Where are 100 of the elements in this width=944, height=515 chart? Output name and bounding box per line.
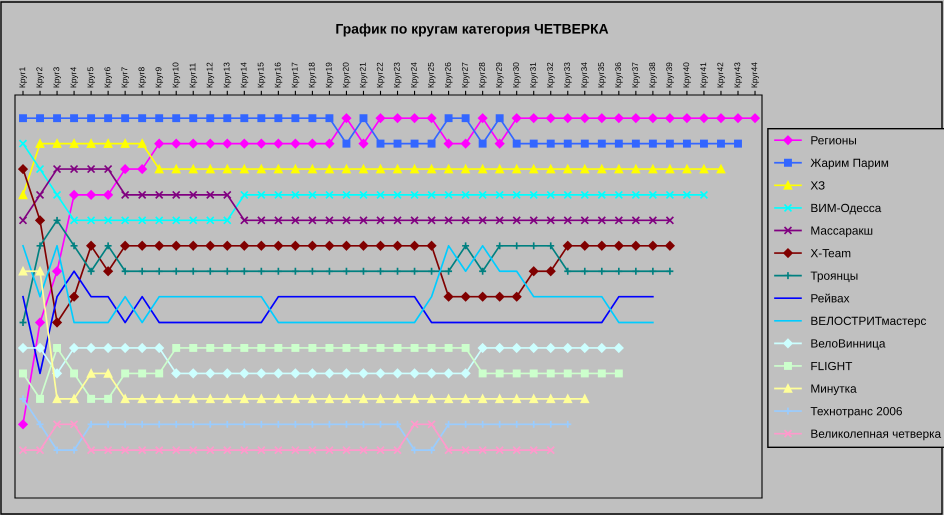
point [478, 343, 488, 353]
point [529, 164, 538, 174]
point [376, 368, 386, 378]
point [240, 368, 250, 378]
point [308, 394, 317, 404]
point [546, 190, 556, 200]
x-tick-label: Круг18 [308, 62, 316, 88]
point [461, 241, 470, 250]
point [427, 164, 436, 174]
point [206, 114, 214, 122]
point [342, 140, 350, 148]
point [69, 292, 79, 302]
legend-label: Технотранс 2006 [810, 406, 902, 418]
point [291, 114, 300, 122]
point [427, 216, 436, 225]
point [376, 216, 385, 225]
point [324, 138, 334, 148]
point [52, 368, 62, 378]
point [222, 446, 232, 454]
point [563, 164, 572, 174]
point [104, 446, 112, 454]
point [342, 368, 352, 378]
point [546, 140, 555, 148]
point [478, 266, 487, 276]
point [206, 241, 216, 251]
point [291, 216, 300, 225]
legend-label: Жарим Парим [810, 158, 888, 170]
point [496, 114, 504, 122]
point [682, 164, 692, 174]
point [256, 241, 266, 251]
point [104, 216, 112, 225]
point [36, 190, 44, 200]
point [666, 164, 674, 174]
point [308, 190, 317, 200]
x-tick-label: Круг21 [360, 62, 368, 88]
point [394, 140, 402, 148]
point [444, 394, 453, 404]
point [461, 394, 470, 404]
point [52, 139, 62, 148]
point [240, 216, 249, 225]
point [257, 216, 266, 225]
point [172, 446, 181, 454]
point [376, 420, 385, 429]
point [410, 190, 419, 200]
point [360, 114, 368, 122]
x-tick-label: Круг25 [428, 62, 436, 88]
point [188, 138, 198, 148]
point [580, 164, 590, 174]
point [564, 369, 572, 378]
point [648, 164, 658, 174]
point [53, 344, 62, 352]
point [360, 344, 368, 352]
point [666, 190, 674, 200]
point [614, 369, 623, 378]
point [154, 190, 164, 200]
point [598, 190, 606, 200]
point [461, 190, 470, 200]
point [546, 241, 556, 250]
point [393, 394, 402, 404]
x-tick-label: Круг36 [615, 62, 623, 88]
point [189, 114, 198, 122]
legend-label: ВелоВинница [811, 339, 886, 350]
point [512, 190, 521, 200]
point [358, 241, 368, 251]
point [325, 266, 334, 276]
point [478, 164, 487, 174]
point [188, 446, 198, 454]
point [597, 343, 607, 353]
point [188, 164, 198, 174]
x-tick-label: Круг37 [632, 62, 640, 88]
point [528, 343, 538, 353]
x-tick-label: Круг41 [700, 62, 708, 88]
point [52, 190, 62, 200]
point [359, 216, 368, 225]
point [716, 113, 726, 123]
point [631, 113, 641, 123]
point [257, 190, 266, 200]
point [392, 113, 402, 123]
point [580, 343, 590, 353]
point [308, 446, 317, 454]
point [171, 368, 181, 378]
legend-label: X-Team [810, 249, 850, 258]
point [342, 394, 351, 404]
point [342, 164, 351, 174]
point [155, 369, 164, 378]
point [172, 266, 181, 276]
point [188, 216, 198, 225]
point [257, 446, 266, 454]
point [104, 369, 112, 378]
point [444, 420, 453, 429]
point [137, 241, 147, 251]
point [274, 114, 282, 122]
point [86, 420, 96, 429]
point [563, 266, 572, 276]
point [240, 344, 248, 352]
point [206, 138, 216, 148]
point [120, 139, 130, 148]
point [138, 446, 146, 454]
point [530, 140, 538, 148]
x-tick-label: Круг16 [274, 62, 282, 88]
